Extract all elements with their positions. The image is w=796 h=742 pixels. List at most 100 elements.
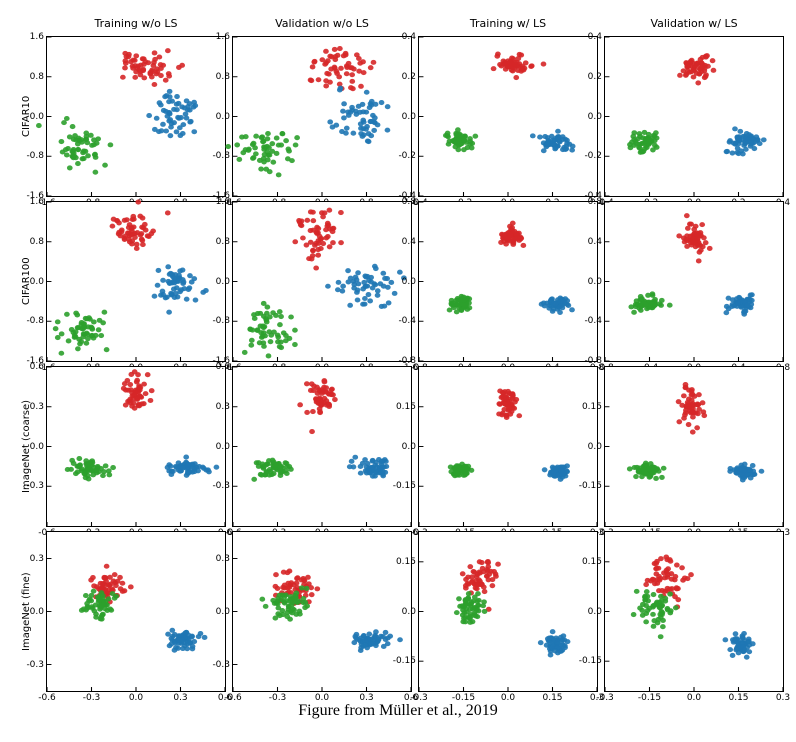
scatter-point bbox=[501, 396, 507, 401]
scatter-point bbox=[123, 402, 129, 407]
scatter-point bbox=[327, 244, 333, 249]
scatter-point bbox=[288, 314, 294, 319]
scatter-point bbox=[658, 594, 664, 599]
scatter-point bbox=[465, 575, 471, 580]
scatter-point bbox=[134, 378, 140, 383]
scatter-point bbox=[370, 458, 376, 463]
ytick-label: 1.6 bbox=[216, 197, 230, 207]
scatter-point bbox=[188, 119, 194, 124]
scatter-point bbox=[310, 218, 316, 223]
scatter-point bbox=[132, 406, 138, 411]
scatter-point bbox=[695, 61, 701, 66]
scatter-point bbox=[168, 133, 174, 138]
scatter-point bbox=[315, 226, 321, 231]
scatter-point bbox=[504, 415, 510, 420]
panel-r1-c2: -0.8-0.40.00.40.8-0.8-0.40.00.40.8 bbox=[418, 201, 598, 362]
figure-caption: Figure from Müller et al., 2019 bbox=[12, 702, 784, 720]
scatter-point bbox=[379, 100, 385, 105]
scatter-point bbox=[469, 145, 475, 150]
scatter-point bbox=[643, 472, 649, 477]
scatter-point bbox=[75, 147, 81, 152]
scatter-point bbox=[160, 122, 166, 127]
scatter-point bbox=[551, 307, 557, 312]
ytick-label: -0.3 bbox=[212, 660, 230, 670]
panel-r0-c0: -1.6-0.80.00.81.6-1.6-0.80.00.81.6 bbox=[46, 36, 226, 197]
scatter-point bbox=[304, 586, 310, 591]
ytick-label: 0.6 bbox=[216, 362, 230, 372]
scatter-point bbox=[690, 430, 696, 435]
scatter-point bbox=[344, 126, 350, 131]
scatter-point bbox=[142, 222, 148, 227]
ytick-label: 0.15 bbox=[396, 557, 416, 567]
panel-r1-c0: -1.6-0.80.00.81.6-1.6-0.80.00.81.6 bbox=[46, 201, 226, 362]
ytick-label: 0.8 bbox=[216, 72, 230, 82]
scatter-point bbox=[460, 619, 466, 624]
scatter-point bbox=[64, 152, 70, 157]
scatter-point bbox=[263, 604, 269, 609]
scatter-point bbox=[55, 335, 61, 340]
scatter-point bbox=[642, 146, 648, 151]
xtick-label: 0.0 bbox=[315, 693, 329, 703]
scatter-point bbox=[490, 583, 496, 588]
scatter-point bbox=[481, 599, 487, 604]
scatter-point bbox=[92, 152, 98, 157]
scatter-point bbox=[82, 325, 88, 330]
scatter-point bbox=[658, 303, 664, 308]
scatter-point bbox=[744, 302, 750, 307]
scatter-point bbox=[352, 455, 358, 460]
scatter-point bbox=[122, 218, 128, 223]
scatter-point bbox=[651, 592, 657, 597]
scatter-point bbox=[332, 397, 338, 402]
scatter-point bbox=[257, 340, 263, 345]
scatter-point bbox=[750, 136, 756, 141]
scatter-point bbox=[474, 572, 480, 577]
scatter-point bbox=[638, 150, 644, 155]
scatter-point bbox=[748, 468, 754, 473]
panel-r0-c3: -0.4-0.20.00.20.4-0.4-0.20.00.20.4 bbox=[604, 36, 784, 197]
scatter-point bbox=[281, 330, 287, 335]
scatter-point bbox=[336, 280, 342, 285]
scatter-point bbox=[447, 139, 453, 144]
scatter-point bbox=[168, 291, 174, 296]
scatter-point bbox=[470, 619, 476, 624]
scatter-point bbox=[358, 84, 364, 89]
scatter-point bbox=[366, 139, 372, 144]
scatter-point bbox=[458, 297, 464, 302]
scatter-point bbox=[296, 218, 302, 223]
scatter-point bbox=[479, 582, 485, 587]
scatter-point bbox=[627, 466, 633, 471]
scatter-point bbox=[61, 120, 67, 125]
scatter-point bbox=[463, 583, 469, 588]
scatter-point bbox=[319, 402, 325, 407]
ytick-label: -0.3 bbox=[212, 481, 230, 491]
scatter-point bbox=[469, 580, 475, 585]
xtick-label: -0.3 bbox=[269, 693, 287, 703]
scatter-point bbox=[281, 600, 287, 605]
scatter-point bbox=[285, 570, 291, 575]
ytick-label: 0.4 bbox=[402, 32, 416, 42]
scatter-point bbox=[368, 119, 374, 124]
scatter-point bbox=[643, 619, 649, 624]
ytick-label: -0.8 bbox=[212, 316, 230, 326]
scatter-point bbox=[184, 297, 190, 302]
scatter-point bbox=[184, 646, 190, 651]
scatter-point bbox=[363, 643, 369, 648]
scatter-point bbox=[505, 230, 511, 235]
scatter-point bbox=[639, 296, 645, 301]
scatter-point bbox=[550, 138, 556, 143]
scatter-point bbox=[77, 341, 83, 346]
scatter-point bbox=[659, 588, 665, 593]
scatter-point bbox=[673, 605, 679, 610]
scatter-point bbox=[313, 265, 319, 270]
scatter-point bbox=[79, 320, 85, 325]
ytick-label: 0.0 bbox=[588, 442, 602, 452]
scatter-point bbox=[349, 79, 355, 84]
scatter-point bbox=[463, 597, 469, 602]
scatter-point bbox=[242, 350, 248, 355]
scatter-point bbox=[100, 603, 106, 608]
scatter-point bbox=[84, 464, 90, 469]
scatter-point bbox=[351, 131, 357, 136]
scatter-point bbox=[341, 115, 347, 120]
scatter-point bbox=[128, 387, 134, 392]
scatter-point bbox=[171, 287, 177, 292]
